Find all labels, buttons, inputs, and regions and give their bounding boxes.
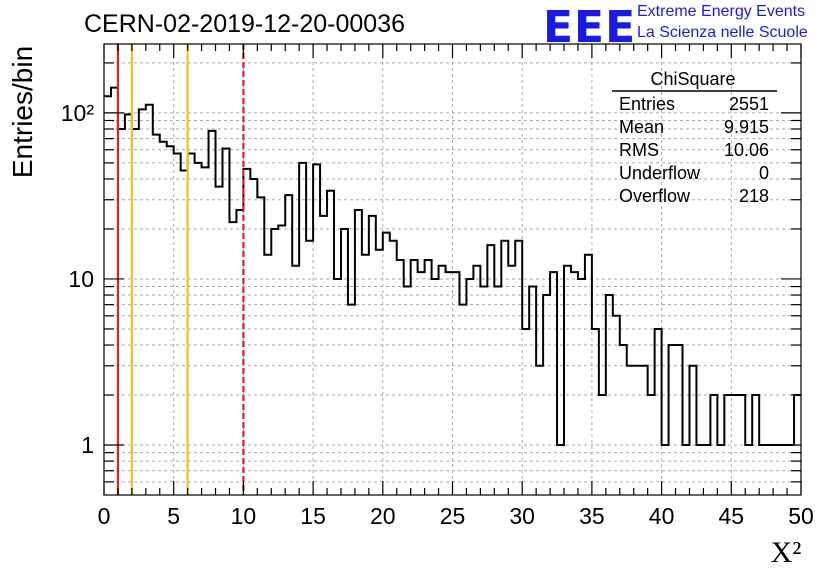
- stats-label: Mean: [619, 117, 664, 137]
- x-tick-label: 45: [719, 503, 745, 529]
- y-tick-label: 1: [81, 432, 94, 458]
- x-tick-label: 15: [300, 503, 326, 529]
- x-tick-label: 30: [509, 503, 535, 529]
- x-tick-label: 20: [370, 503, 396, 529]
- stats-label: Overflow: [619, 186, 691, 206]
- x-axis-label: X²: [771, 536, 802, 569]
- y-tick-label: 10: [68, 266, 94, 292]
- histogram-outline: [104, 86, 801, 447]
- x-tick-label: 40: [649, 503, 675, 529]
- stats-value: 0: [759, 163, 769, 183]
- threshold-lines: [116, 44, 245, 495]
- stats-value: 9.915: [724, 117, 769, 137]
- x-tick-label: 5: [167, 503, 180, 529]
- y-tick-labels: 1 10 10²: [61, 100, 95, 458]
- chart-title: CERN-02-2019-12-20-00036: [84, 10, 406, 38]
- stats-label: RMS: [619, 140, 659, 160]
- x-tick-label: 0: [98, 503, 111, 529]
- x-tick-label: 10: [231, 503, 257, 529]
- stats-value: 218: [739, 186, 769, 206]
- histogram-marks: [104, 86, 801, 447]
- logo-text-line1: Extreme Energy Events: [637, 3, 806, 20]
- stats-label: Underflow: [619, 163, 701, 183]
- axis-ticks: [103, 44, 802, 495]
- x-tick-label: 35: [579, 503, 605, 529]
- stats-header: ChiSquare: [650, 69, 735, 89]
- stats-label: Entries: [619, 94, 675, 114]
- stats-value: 2551: [729, 94, 769, 114]
- x-tick-labels: 0 5 10 15 20 25 30 35 40 45 50: [98, 503, 814, 529]
- stats-value: 10.06: [724, 140, 769, 160]
- y-axis-label: Entries/bin: [7, 46, 38, 178]
- logo-text-line2: La Scienza nelle Scuole: [637, 24, 808, 41]
- x-tick-label: 50: [788, 503, 814, 529]
- stats-rows: Entries 2551 Mean 9.915 RMS 10.06 Underflow 0 Ov…: [619, 94, 769, 206]
- y-tick-label: 10²: [61, 100, 95, 126]
- grid-lines: [104, 44, 801, 495]
- x-tick-label: 25: [440, 503, 466, 529]
- stats-box: ChiSquare Entries 2551 Mean 9.915 RMS 10.06 Un…: [612, 69, 777, 206]
